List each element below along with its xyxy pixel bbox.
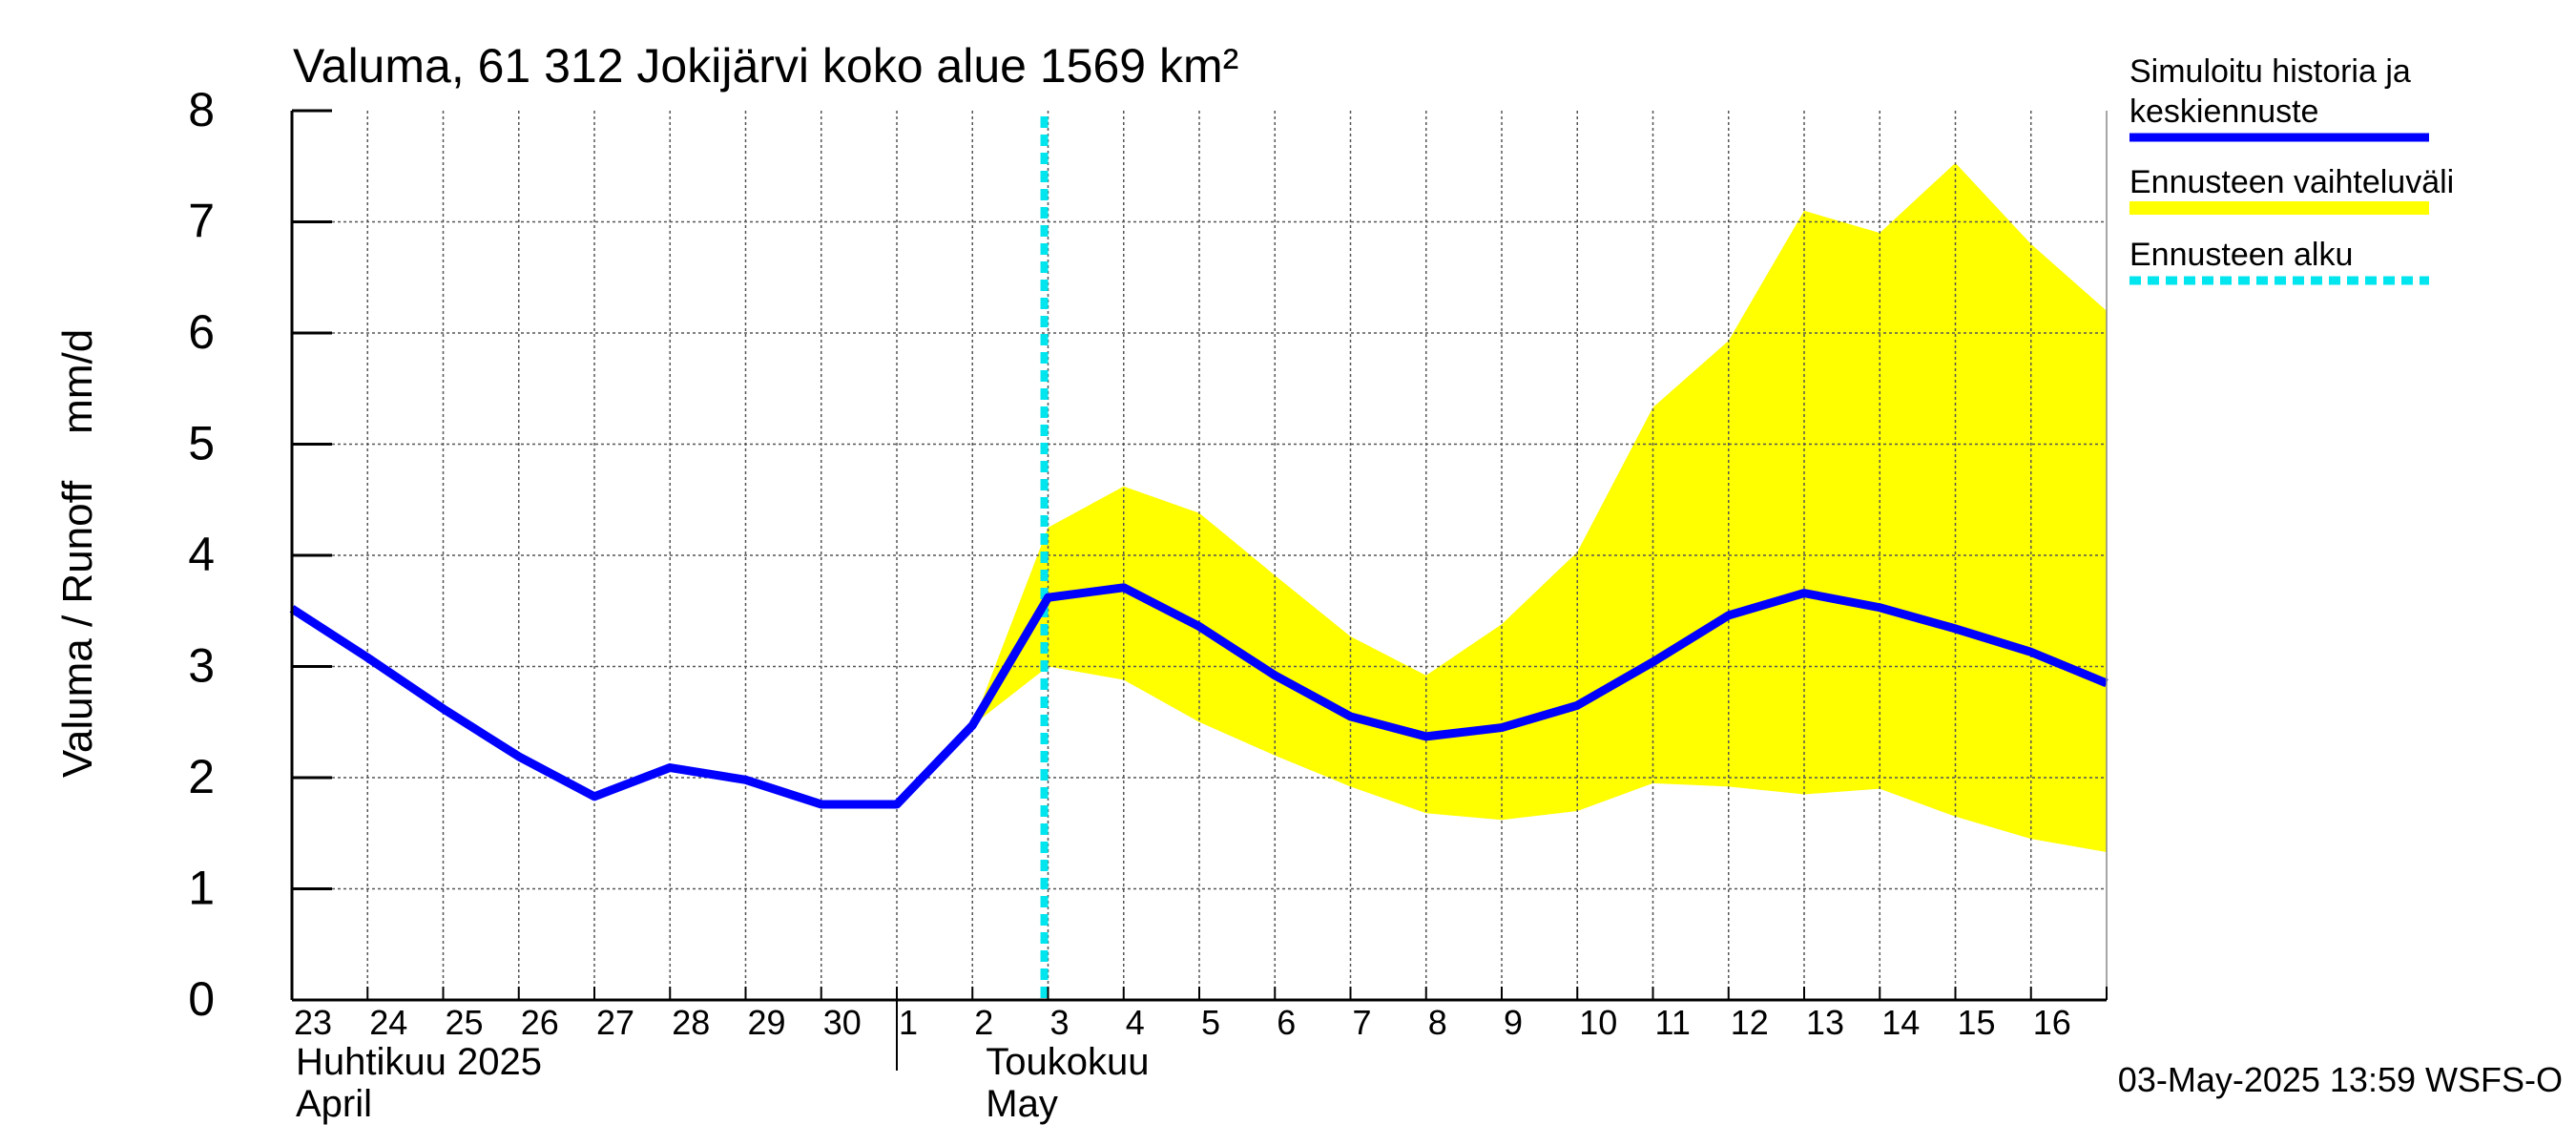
x-tick-label: 28 [672,1003,710,1042]
x-tick-label: 24 [369,1003,407,1042]
forecast-band-layer [972,162,2107,853]
legend-label: keskiennuste [2129,94,2318,130]
x-tick-label: 6 [1277,1003,1296,1042]
grid-layer [292,111,2107,1000]
y-tick-label: 2 [188,750,215,803]
month-label-en: April [296,1083,372,1125]
x-tick-label: 14 [1881,1003,1920,1042]
month-label-en: May [986,1083,1058,1125]
x-tick-label: 27 [596,1003,634,1042]
legend-label: Ennusteen vaihteluväli [2129,164,2454,200]
y-tick-label: 5 [188,417,215,470]
x-tick-label: 25 [446,1003,484,1042]
y-tick-label: 4 [188,528,215,581]
x-tick-label: 26 [521,1003,559,1042]
y-axis-label: Valuma / Runoff mm/d [54,329,101,778]
series-layer [289,583,2109,809]
x-tick-label: 12 [1731,1003,1769,1042]
x-tick-label: 5 [1201,1003,1220,1042]
x-tick-label: 7 [1353,1003,1372,1042]
y-tick-label: 1 [188,862,215,915]
x-tick-label: 3 [1050,1003,1070,1042]
month-label-fi: Toukokuu [986,1041,1149,1083]
y-tick-label: 0 [188,972,215,1026]
month-label-fi: Huhtikuu 2025 [296,1041,542,1083]
x-tick-label: 2 [974,1003,993,1042]
forecast-range-band [972,162,2107,853]
x-tick-label: 23 [294,1003,332,1042]
chart-title: Valuma, 61 312 Jokijärvi koko alue 1569 … [293,39,1238,93]
x-tick-label: 1 [899,1003,918,1042]
x-tick-label: 13 [1806,1003,1844,1042]
x-tick-label: 30 [823,1003,862,1042]
y-tick-label: 3 [188,639,215,693]
x-tick-label: 11 [1655,1003,1691,1042]
timestamp-footer: 03-May-2025 13:59 WSFS-O [2118,1060,2563,1099]
legend: Simuloitu historia ja keskiennuste Ennuste… [2129,53,2454,285]
series-line-mean [289,583,2109,809]
x-tick-label: 10 [1579,1003,1617,1042]
x-tick-label: 4 [1126,1003,1145,1042]
y-tick-label: 6 [188,305,215,359]
x-tick-label: 8 [1428,1003,1447,1042]
y-tick-label: 7 [188,195,215,248]
y-tick-label: 8 [188,83,215,136]
x-tick-label: 9 [1504,1003,1523,1042]
x-tick-label: 15 [1958,1003,1996,1042]
legend-label: Simuloitu historia ja [2129,53,2411,90]
legend-label: Ennusteen alku [2129,237,2353,273]
x-tick-label: 16 [2033,1003,2071,1042]
x-tick-label: 29 [748,1003,786,1042]
